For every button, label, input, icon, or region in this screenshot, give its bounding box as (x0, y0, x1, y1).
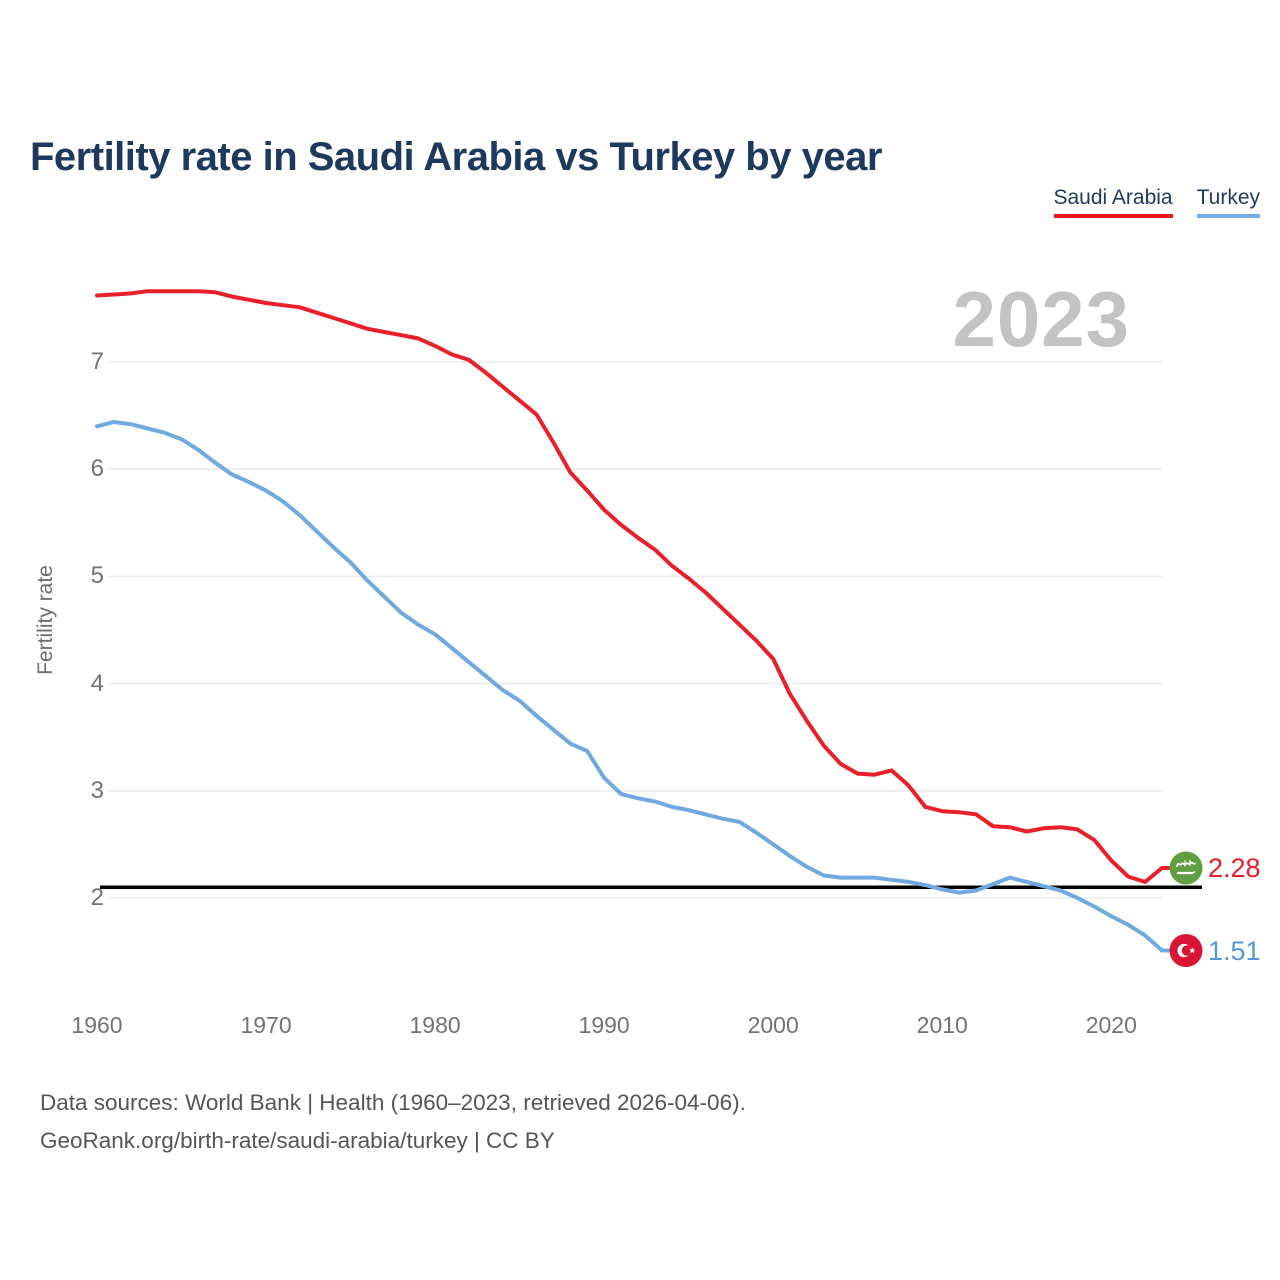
legend-item-saudi-arabia[interactable]: Saudi Arabia (1053, 186, 1173, 218)
turkey-end-value: 1.51 (1208, 935, 1261, 966)
x-tick-label: 1970 (240, 1012, 292, 1038)
x-tick-label: 1990 (578, 1012, 630, 1038)
y-axis-label: Fertility rate (34, 565, 57, 675)
footer-attribution: GeoRank.org/birth-rate/saudi-arabia/turk… (40, 1128, 555, 1153)
page-title: Fertility rate in Saudi Arabia vs Turkey… (30, 134, 882, 179)
y-tick-label: 4 (90, 669, 104, 697)
saudi-arabia-end-value: 2.28 (1208, 852, 1261, 883)
saudi-arabia-line (95, 289, 1188, 884)
x-tick-label: 1980 (409, 1012, 461, 1038)
turkey-flag-icon (1169, 934, 1203, 968)
y-tick-label: 2 (90, 884, 104, 911)
y-tick-label: 6 (90, 455, 104, 483)
x-tick-label: 2000 (747, 1012, 799, 1038)
x-tick-label: 2010 (916, 1012, 968, 1038)
chart-footer: Data sources: World Bank | Health (1960–… (40, 1084, 746, 1160)
watermark-year: 2023 (952, 275, 1130, 363)
x-tick-label: 2020 (1085, 1012, 1137, 1038)
x-tick-label: 1960 (71, 1012, 123, 1038)
legend: Saudi Arabia Turkey (1053, 186, 1260, 218)
footer-sources: Data sources: World Bank | Health (1960–… (40, 1090, 746, 1115)
saudi-arabia-flag-icon (1169, 851, 1203, 885)
y-tick-label: 5 (90, 562, 104, 590)
legend-item-turkey[interactable]: Turkey (1196, 186, 1260, 218)
y-tick-label: 3 (90, 776, 104, 804)
turkey-line (95, 420, 1188, 953)
y-tick-label: 7 (90, 348, 104, 375)
